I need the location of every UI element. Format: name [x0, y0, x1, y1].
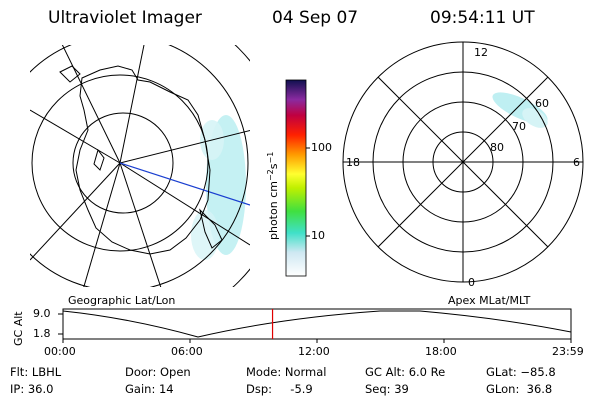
timeline-ytick-bottom: 1.8 — [33, 327, 51, 340]
glat-readout: GLat: −85.8 — [486, 365, 556, 379]
mlt-label-12: 12 — [474, 46, 488, 59]
timeline-xtick-0000: 00:00 — [44, 345, 76, 358]
time-label: 09:54:11 UT — [430, 8, 535, 28]
timeline-xtick-1800: 18:00 — [425, 345, 457, 358]
timeline-frame — [62, 308, 572, 340]
colorbar-tick-100: 100 — [311, 141, 332, 154]
timeline-xtick-2359: 23:59 — [552, 345, 584, 358]
mlat-label-60: 60 — [535, 97, 549, 110]
gc-alt-readout: GC Alt: 6.0 Re — [365, 365, 446, 379]
mode-readout: Mode: Normal — [246, 365, 327, 379]
timeline-xtick-1200: 12:00 — [298, 345, 330, 358]
apex-panel-label: Apex MLat/MLT — [448, 294, 531, 307]
timeline-xtick-0600: 06:00 — [171, 345, 203, 358]
ip-readout: IP: 36.0 — [10, 382, 54, 396]
mlat-label-80: 80 — [490, 141, 504, 154]
gain-readout: Gain: 14 — [125, 382, 174, 396]
colorbar — [285, 79, 307, 277]
dsp-readout: Dsp: -5.9 — [246, 382, 313, 396]
altitude-curve — [62, 310, 572, 338]
door-readout: Door: Open — [125, 365, 191, 379]
mlat-label-70: 70 — [512, 120, 526, 133]
mlt-label-6: 6 — [573, 156, 580, 169]
date-label: 04 Sep 07 — [272, 8, 359, 28]
glon-readout: GLon: 36.8 — [486, 382, 553, 396]
seq-readout: Seq: 39 — [365, 382, 409, 396]
apex-polar-plot — [342, 41, 584, 283]
mlt-label-18: 18 — [346, 156, 360, 169]
geographic-panel-label: Geographic Lat/Lon — [68, 294, 176, 307]
colorbar-unit-label: photon cm−2s−1 — [266, 152, 280, 240]
mlt-label-0: 0 — [468, 276, 475, 289]
timeline-ytick-top: 9.0 — [33, 307, 51, 320]
instrument-title: Ultraviolet Imager — [48, 8, 202, 28]
filter-readout: Flt: LBHL — [10, 365, 62, 379]
colorbar-tick-10: 10 — [311, 229, 325, 242]
geographic-map — [30, 45, 250, 287]
timeline-ylabel: GC Alt — [12, 311, 25, 346]
